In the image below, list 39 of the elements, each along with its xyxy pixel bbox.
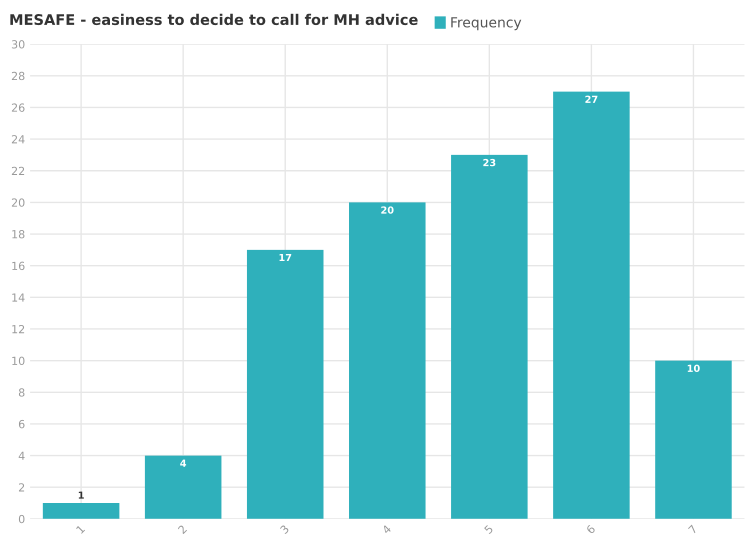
bar [553, 92, 630, 519]
data-label: 1 [78, 492, 84, 499]
x-tick-label: 6 [586, 524, 596, 534]
x-tick-label: 5 [484, 524, 494, 534]
chart-title: MESAFE - easiness to decide to call for MH advice [10, 14, 418, 26]
y-tick-label: 12 [12, 324, 24, 334]
data-label: 4 [180, 460, 186, 467]
bar [655, 360, 732, 519]
data-label: 10 [688, 364, 700, 372]
y-tick-label: 24 [12, 135, 25, 144]
y-tick-label: 18 [12, 230, 24, 238]
y-tick-label: 26 [12, 103, 25, 112]
x-tick-label: 2 [178, 524, 188, 534]
data-label: 23 [483, 158, 496, 166]
y-tick-label: 20 [12, 198, 24, 207]
x-tick-label: 4 [382, 524, 392, 534]
y-tick-label: 28 [12, 72, 24, 80]
y-tick-label: 8 [18, 388, 24, 397]
y-tick-label: 2 [18, 483, 24, 492]
y-tick-label: 22 [12, 166, 24, 175]
bar [349, 202, 426, 519]
y-tick-label: 0 [18, 514, 24, 524]
y-tick-label: 10 [12, 356, 24, 366]
y-tick-label: 16 [12, 262, 25, 270]
legend-label: Frequency [451, 17, 522, 30]
bar [246, 250, 324, 519]
data-label: 20 [381, 206, 394, 214]
y-tick-label: 14 [12, 293, 25, 302]
x-tick-label: 3 [280, 524, 290, 534]
x-tick-label: 1 [76, 524, 86, 534]
x-tick-label: 7 [688, 524, 698, 534]
y-tick-label: 4 [18, 452, 25, 460]
bar [144, 456, 222, 519]
y-tick-label: 6 [18, 420, 25, 428]
y-tick-label: 30 [12, 40, 24, 49]
bar [42, 503, 120, 519]
data-label: 17 [280, 254, 292, 262]
data-label: 27 [585, 96, 598, 103]
bar [451, 154, 528, 519]
